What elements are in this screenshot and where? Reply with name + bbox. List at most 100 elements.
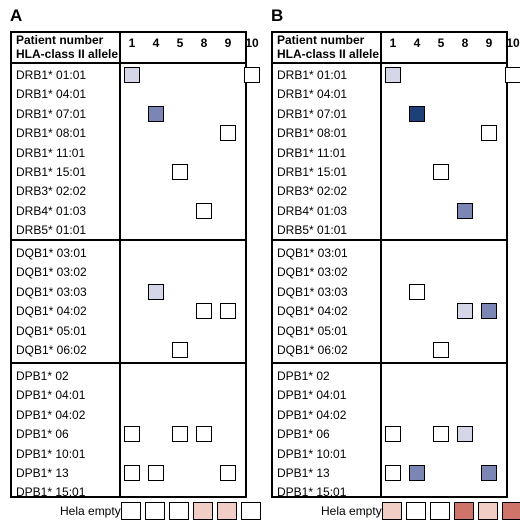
header-divider: [273, 62, 506, 64]
reactivity-cell: [148, 283, 164, 300]
reactivity-cell: [385, 67, 401, 83]
allele-label: DPB1* 04:01: [277, 388, 347, 403]
reactivity-cell: [481, 465, 497, 481]
allele-label: DPB1* 04:01: [16, 388, 86, 403]
reactivity-cell: [481, 303, 497, 320]
group-divider: [273, 362, 506, 364]
reactivity-cell: [244, 67, 260, 83]
reactivity-cell: [148, 465, 164, 481]
allele-label: DPB1* 02: [277, 369, 330, 383]
patient-number-8: 8: [461, 36, 469, 50]
reactivity-cell: [196, 202, 212, 219]
allele-label: DRB5* 01:01: [277, 223, 348, 238]
reactivity-cell: [196, 303, 212, 320]
hela-empty-cell: [145, 502, 165, 520]
allele-label: DQB1* 04:02: [277, 304, 348, 319]
allele-label: DRB1* 11:01: [16, 145, 86, 160]
reactivity-cell: [172, 164, 188, 180]
allele-label: DPB1* 15:01: [277, 485, 347, 500]
reactivity-cell: [505, 67, 520, 83]
reactivity-cell: [124, 426, 140, 443]
reactivity-cell: [409, 105, 425, 122]
hela-empty-cell: [382, 502, 402, 520]
hela-empty-cell: [193, 502, 213, 520]
allele-label: DQB1* 03:02: [16, 265, 87, 280]
hela-empty-cell: [217, 502, 237, 520]
allele-label: DPB1* 04:02: [16, 407, 86, 422]
column-divider: [119, 33, 121, 496]
header-subtitle: HLA-class II allele: [277, 47, 380, 61]
allele-label: DRB3* 02:02: [277, 184, 348, 199]
reactivity-cell: [385, 426, 401, 443]
hela-empty-cell: [430, 502, 450, 520]
allele-label: DRB1* 08:01: [277, 126, 348, 141]
allele-label: DRB1* 11:01: [277, 145, 347, 160]
hela-empty-cell: [241, 502, 261, 520]
reactivity-cell: [457, 426, 473, 443]
patient-number-4: 4: [152, 36, 160, 50]
hela-empty-cell: [454, 502, 474, 520]
allele-label: DQB1* 03:01: [277, 246, 348, 260]
allele-label: DPB1* 10:01: [16, 446, 86, 461]
patient-number-10: 10: [245, 36, 259, 50]
allele-label: DPB1* 10:01: [277, 446, 347, 461]
allele-label: DRB5* 01:01: [16, 223, 87, 238]
group-divider: [12, 239, 245, 241]
group-divider: [12, 362, 245, 364]
patient-number-9: 9: [485, 36, 493, 50]
allele-label: DRB1* 01:01: [277, 68, 348, 82]
panel-letter-a: A: [10, 6, 23, 25]
allele-label: DQB1* 04:02: [16, 304, 87, 319]
patient-number-8: 8: [200, 36, 208, 50]
hela-empty-cell: [406, 502, 426, 520]
allele-label: DRB1* 08:01: [16, 126, 87, 141]
reactivity-cell: [220, 303, 236, 320]
reactivity-cell: [433, 342, 449, 358]
reactivity-cell: [172, 342, 188, 358]
allele-label: DRB3* 02:02: [16, 184, 87, 199]
hela-empty-cell: [502, 502, 520, 520]
reactivity-cell: [433, 426, 449, 443]
patient-number-5: 5: [176, 36, 184, 50]
allele-label: DRB1* 04:01: [16, 87, 87, 102]
reactivity-cell: [220, 465, 236, 481]
allele-label: DRB1* 15:01: [16, 165, 87, 179]
reactivity-cell: [124, 67, 140, 83]
allele-label: DQB1* 03:03: [16, 284, 87, 299]
allele-label: DRB1* 07:01: [277, 106, 348, 121]
patient-number-1: 1: [389, 36, 397, 50]
allele-label: DQB1* 06:02: [16, 343, 87, 357]
patient-number-4: 4: [413, 36, 421, 50]
allele-label: DQB1* 06:02: [277, 343, 348, 357]
hela-empty-cell: [121, 502, 141, 520]
header-divider: [12, 62, 245, 64]
allele-label: DRB1* 15:01: [277, 165, 348, 179]
column-divider: [380, 33, 382, 496]
allele-label: DQB1* 05:01: [277, 323, 348, 338]
reactivity-cell: [196, 426, 212, 443]
panel-a-table: [10, 31, 247, 498]
allele-label: DQB1* 03:02: [277, 265, 348, 280]
reactivity-cell: [220, 125, 236, 142]
header-title: Patient number: [277, 33, 365, 47]
reactivity-cell: [457, 303, 473, 320]
allele-label: DPB1* 13: [16, 466, 69, 480]
group-divider: [273, 239, 506, 241]
header-subtitle: HLA-class II allele: [16, 47, 119, 61]
reactivity-cell: [409, 283, 425, 300]
panel-b-table: [271, 31, 508, 498]
allele-label: DPB1* 06: [16, 427, 69, 442]
panel-letter-b: B: [271, 6, 284, 25]
reactivity-cell: [172, 426, 188, 443]
allele-label: DPB1* 04:02: [277, 407, 347, 422]
allele-label: DPB1* 06: [277, 427, 330, 442]
reactivity-cell: [481, 125, 497, 142]
header-title: Patient number: [16, 33, 104, 47]
patient-number-1: 1: [128, 36, 136, 50]
allele-label: DRB4* 01:03: [277, 203, 348, 218]
hela-empty-label: Hela empty: [60, 504, 121, 518]
allele-label: DRB1* 01:01: [16, 68, 87, 82]
allele-label: DQB1* 03:03: [277, 284, 348, 299]
allele-label: DPB1* 15:01: [16, 485, 86, 500]
patient-number-10: 10: [506, 36, 520, 50]
